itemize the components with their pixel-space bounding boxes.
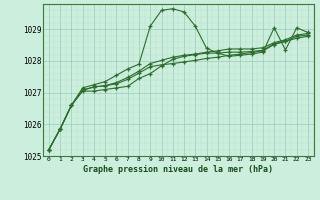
X-axis label: Graphe pression niveau de la mer (hPa): Graphe pression niveau de la mer (hPa) [84, 165, 273, 174]
